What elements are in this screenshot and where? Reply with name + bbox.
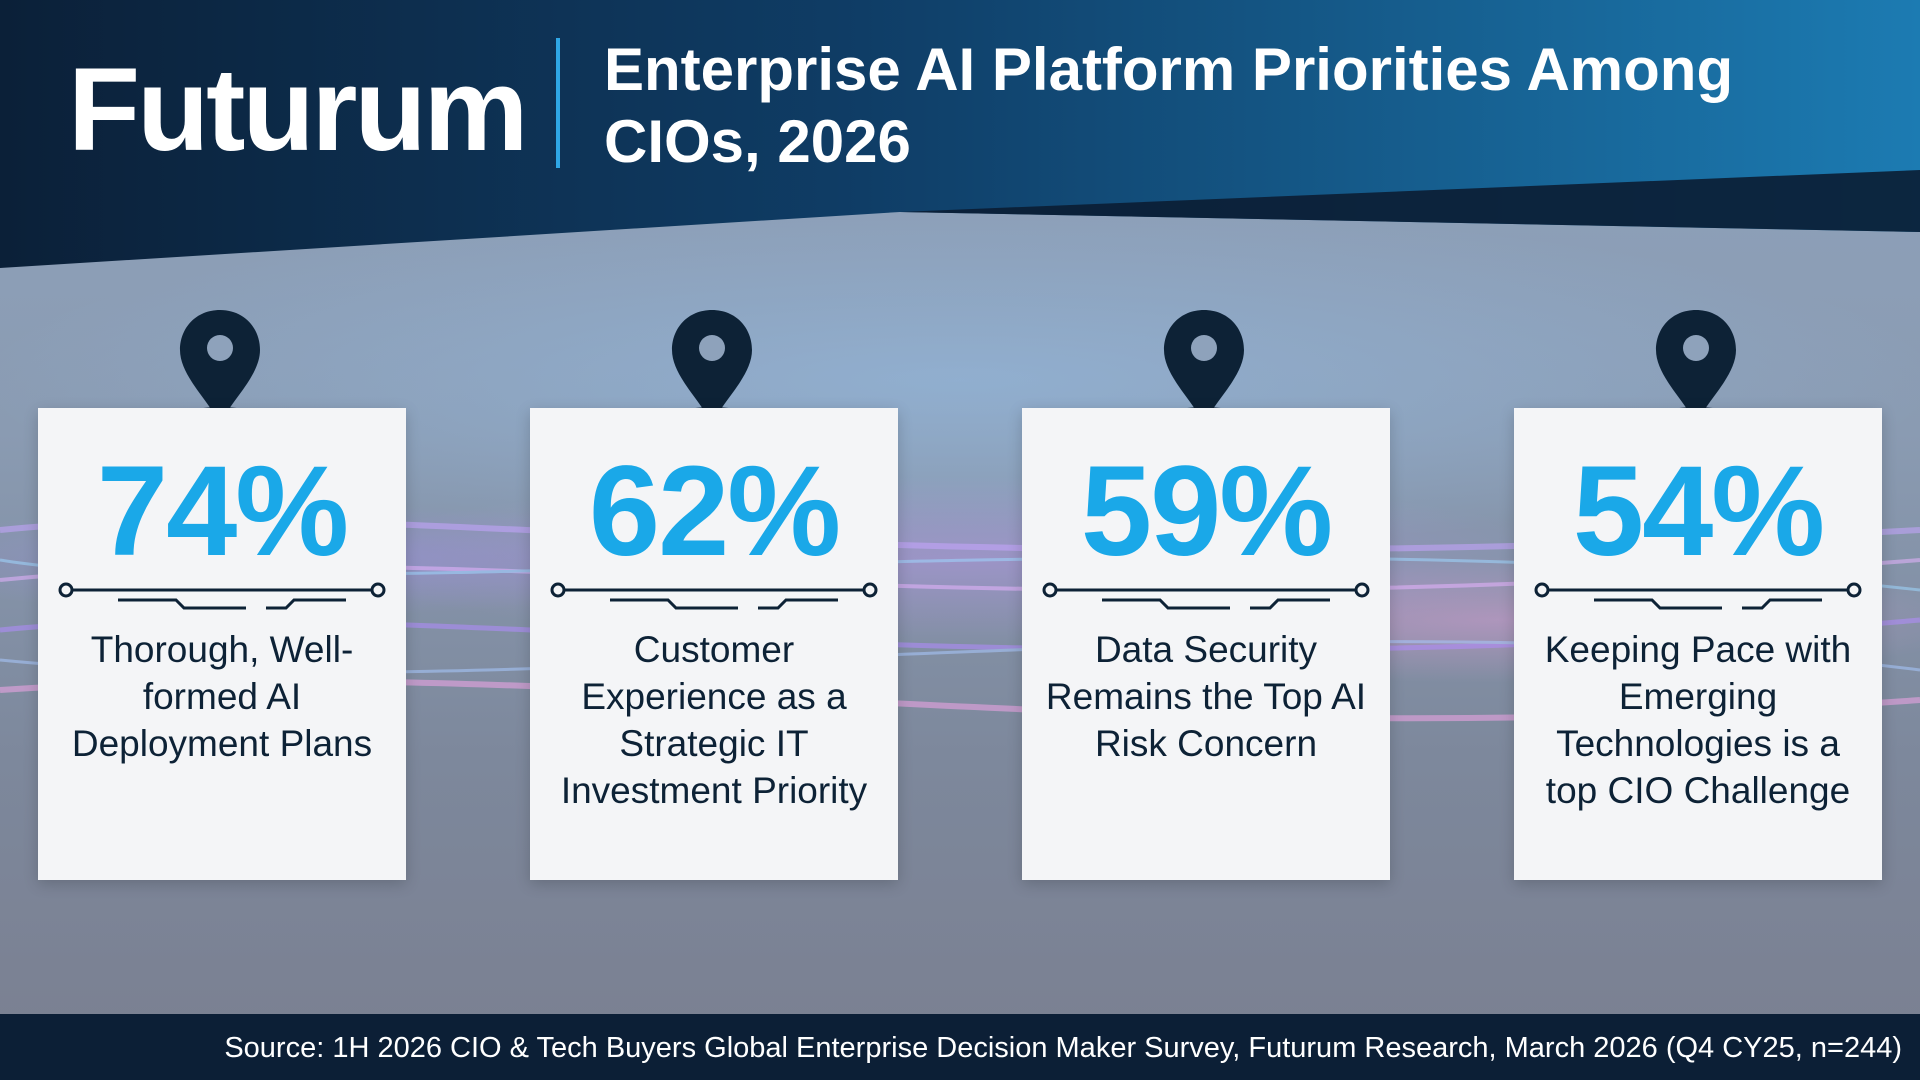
footer-bar: Source: 1H 2026 CIO & Tech Buyers Global… — [0, 1014, 1920, 1080]
stat-label: Customer Experience as a Strategic IT In… — [560, 629, 868, 811]
stat-card-1: 74% Thorough, Well-formed AI Deployment … — [38, 408, 406, 880]
header-divider — [556, 38, 560, 168]
circuit-divider — [1534, 582, 1862, 610]
stat-value: 59% — [1080, 440, 1333, 583]
header-banner: Futurum Enterprise AI Platform Prioritie… — [0, 0, 1920, 270]
stat-card-2: 62% Customer Experience as a Strategic I… — [530, 408, 898, 880]
stat-card-3: 59% Data Security Remains the Top AI Ris… — [1022, 408, 1390, 880]
stat-card-4: 54% Keeping Pace with Emerging Technolog… — [1514, 408, 1882, 880]
page-title: Enterprise AI Platform Priorities Among … — [604, 36, 1734, 175]
source-citation: Source: 1H 2026 CIO & Tech Buyers Global… — [224, 1032, 1902, 1064]
futurum-logo: Futurum — [68, 44, 528, 176]
stat-value: 54% — [1572, 440, 1825, 583]
stat-value: 62% — [588, 440, 841, 583]
stat-label: Thorough, Well-formed AI Deployment Plan… — [71, 629, 373, 764]
stat-label: Keeping Pace with Emerging Technologies … — [1544, 629, 1852, 811]
circuit-divider — [550, 582, 878, 610]
stat-label: Data Security Remains the Top AI Risk Co… — [1045, 629, 1367, 764]
circuit-divider — [1042, 582, 1370, 610]
circuit-divider — [58, 582, 386, 610]
stat-value: 74% — [96, 440, 349, 583]
